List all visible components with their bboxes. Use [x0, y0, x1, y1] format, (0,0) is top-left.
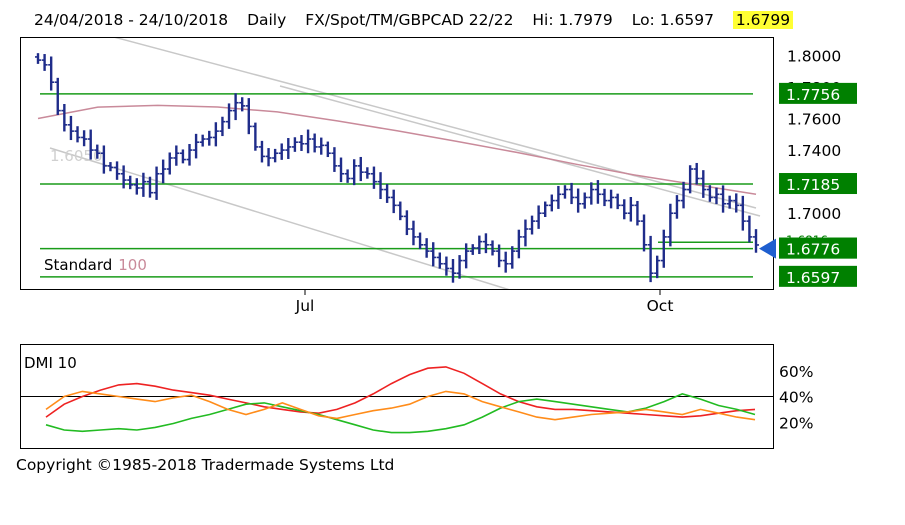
date-range: 24/04/2018 - 24/10/2018 [34, 11, 229, 29]
date-tick-label: Oct [647, 297, 674, 315]
last-price-marker [759, 238, 776, 259]
moving-average-line [37, 104, 757, 196]
last-price-badge: 1.6799 [732, 11, 794, 29]
level-badge-label: 1.7185 [786, 176, 840, 194]
dmi-axis: 60% 40% 20% [779, 363, 813, 433]
channel-line-1 [114, 38, 757, 209]
chart-header: 24/04/2018 - 24/10/2018 Daily FX/Spot/TM… [34, 9, 794, 31]
indicator-label: Standard 100 [44, 256, 147, 274]
dmi-line-minus_di [45, 390, 756, 421]
price-tick-label: 1.7000 [787, 205, 841, 223]
level-badge [779, 237, 857, 259]
indicator-name: Standard [44, 256, 112, 274]
dmi-tick-label: 20% [779, 414, 813, 432]
period-label: Daily [247, 11, 287, 29]
price-series [35, 53, 759, 283]
dmi-line-adx [45, 366, 756, 418]
dmi-tick-label: 60% [779, 363, 813, 381]
level-badge-label: 1.6597 [786, 269, 840, 287]
level-badge-label: 1.6776 [786, 241, 840, 259]
dmi-series [45, 366, 756, 434]
price-chart: 1.6050 Standard 100 1.8000 1.7600 1.7400 1.7… [20, 37, 857, 315]
dmi-title: DMI 10 [24, 354, 77, 372]
level-badge [779, 173, 857, 195]
channel-label: 1.6050 [50, 147, 103, 165]
channel-lines [49, 38, 761, 289]
channel-line-3 [279, 85, 761, 217]
date-tick-label: Jul [295, 297, 315, 315]
price-chart-frame [20, 37, 774, 290]
date-axis: Jul Oct [295, 289, 674, 315]
price-axis: 1.80001.76001.74001.70001.78001.77561.71… [779, 47, 857, 287]
dmi-tick-label: 40% [779, 389, 813, 407]
indicator-period: 100 [118, 256, 147, 274]
price-tick-label: 1.8000 [787, 47, 841, 65]
copyright-text: Copyright ©1985-2018 Tradermade Systems … [16, 456, 395, 474]
level-badge [779, 82, 857, 104]
low-value: Lo: 1.6597 [631, 11, 714, 29]
channel-line-2 [49, 147, 510, 289]
high-value: Hi: 1.7979 [532, 11, 613, 29]
level-lines [40, 93, 753, 278]
level-badge-label: 1.7756 [786, 86, 840, 104]
level-badge [779, 265, 857, 287]
instrument-label: FX/Spot/TM/GBPCAD 22/22 [305, 11, 514, 29]
price-tick-label: 1.7600 [787, 111, 841, 129]
dmi-chart: DMI 10 60% 40% 20% [20, 344, 813, 449]
price-tick-label: 1.7400 [787, 142, 841, 160]
